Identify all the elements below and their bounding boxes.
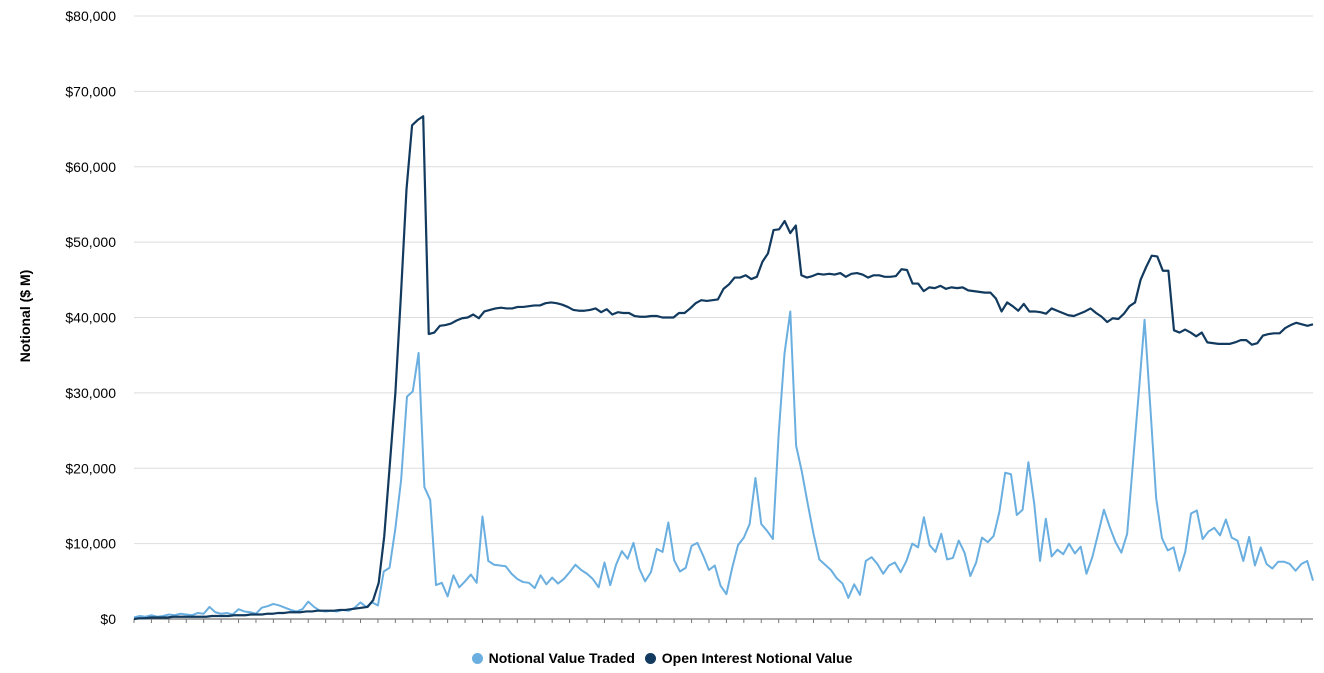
legend-dot-icon xyxy=(644,652,656,664)
y-tick-label: $10,000 xyxy=(65,536,116,552)
legend: Notional Value Traded Open Interest Noti… xyxy=(0,650,1324,667)
y-tick-label: $80,000 xyxy=(65,8,116,24)
legend-label: Notional Value Traded xyxy=(488,650,635,666)
series-line-notional-value-traded[interactable] xyxy=(133,310,1314,619)
y-tick-label: $0 xyxy=(100,611,116,627)
y-tick-label: $40,000 xyxy=(65,310,116,326)
y-tick-label: $70,000 xyxy=(65,83,116,99)
y-tick-label: $30,000 xyxy=(65,385,116,401)
y-tick-label: $20,000 xyxy=(65,460,116,476)
legend-item-notional-value-traded[interactable]: Notional Value Traded xyxy=(471,650,635,666)
y-tick-label: $50,000 xyxy=(65,234,116,250)
gridlines xyxy=(134,15,1313,545)
legend-dot-icon xyxy=(471,652,483,664)
series-lines xyxy=(133,115,1314,621)
series-line-open-interest-notional-value[interactable] xyxy=(133,115,1314,621)
legend-label: Open Interest Notional Value xyxy=(661,650,853,666)
y-axis-title: Notional ($ M) xyxy=(17,270,33,363)
y-tick-label: $60,000 xyxy=(65,159,116,175)
y-axis-tick-labels: $0 $10,000 $20,000 $30,000 $40,000 $50,000 $60… xyxy=(65,8,116,627)
x-axis xyxy=(133,618,1313,623)
legend-item-open-interest-notional-value[interactable]: Open Interest Notional Value xyxy=(644,650,853,666)
chart: $0 $10,000 $20,000 $30,000 $40,000 $50,000 $60… xyxy=(17,8,1314,627)
